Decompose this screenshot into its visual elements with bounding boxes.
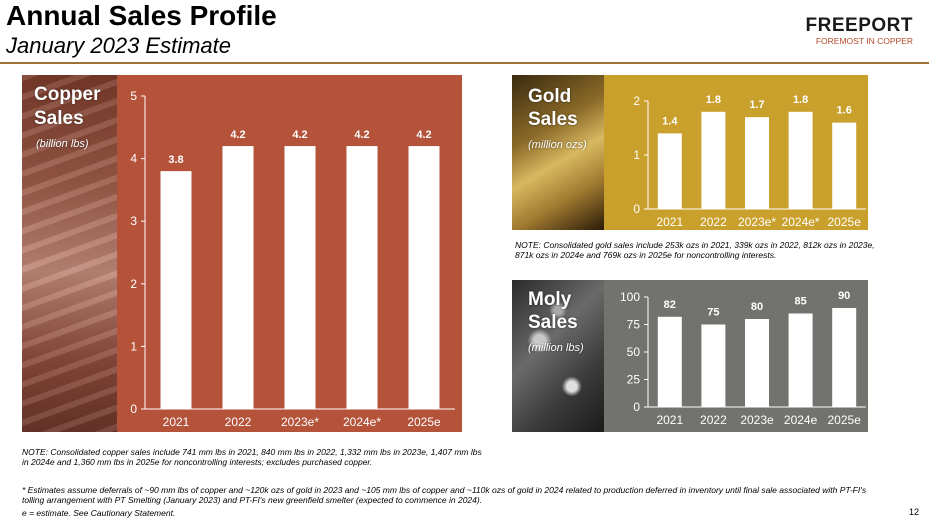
gold-sales-chart: 0 1 2 1.4 2021 1.8 2022 1.7 2023e* 1.8 2024e* 1.6 20… <box>633 94 866 229</box>
moly-bar <box>832 308 857 407</box>
moly-sales-chart: 0 25 50 75 100 82 2021 75 2022 80 2023e 85 2024e 90 20… <box>620 290 866 427</box>
gold-y-tick-label: 1 <box>633 148 640 162</box>
gold-category-label: 2021 <box>656 215 683 229</box>
moly-unit: (million lbs) <box>528 342 584 354</box>
gold-unit: (million ozs) <box>528 139 587 151</box>
moly-value-label: 80 <box>751 301 763 313</box>
gold-bar <box>701 111 726 209</box>
moly-category-label: 2025e <box>828 413 862 427</box>
gold-bar <box>832 122 857 209</box>
page-subtitle: January 2023 Estimate <box>6 33 232 58</box>
copper-y-tick-label: 5 <box>130 89 137 103</box>
header-divider <box>0 62 929 64</box>
moly-value-label: 85 <box>794 296 806 308</box>
copper-value-label: 4.2 <box>416 129 431 141</box>
moly-ore-photo <box>512 280 604 432</box>
copper-category-label: 2023e* <box>281 415 319 429</box>
gold-category-label: 2025e <box>828 215 862 229</box>
moly-value-label: 82 <box>664 299 676 311</box>
gold-y-tick-label: 2 <box>633 94 640 108</box>
copper-y-tick-label: 2 <box>130 277 137 291</box>
footnote-estimates: * Estimates assume deferrals of ~90 mm l… <box>22 485 867 505</box>
moly-category-label: 2022 <box>700 413 727 427</box>
gold-label-line1: Gold <box>528 86 572 107</box>
copper-y-tick-label: 0 <box>130 402 137 416</box>
moly-y-tick-label: 50 <box>627 345 641 359</box>
moly-value-label: 90 <box>838 290 850 302</box>
gold-note: NOTE: Consolidated gold sales include 25… <box>515 240 875 260</box>
copper-bar <box>222 146 254 409</box>
gold-bar <box>657 133 682 209</box>
gold-y-tick-label: 0 <box>633 202 640 216</box>
moly-y-tick-label: 0 <box>633 400 640 414</box>
gold-panel: Gold Sales (million ozs) 0 1 2 1.4 2021 1.8 20… <box>512 75 868 230</box>
copper-label-line2: Sales <box>34 108 84 129</box>
page-title: Annual Sales Profile <box>6 0 277 31</box>
moly-bar <box>657 316 682 407</box>
copper-value-label: 4.2 <box>230 129 245 141</box>
moly-category-label: 2024e <box>784 413 818 427</box>
gold-value-label: 1.8 <box>793 94 808 106</box>
copper-y-tick-label: 3 <box>130 214 137 228</box>
copper-value-label: 3.8 <box>168 154 183 166</box>
logo-name: FREEPORT <box>805 15 913 36</box>
copper-bar <box>160 171 192 409</box>
moly-panel: Moly Sales (million lbs) 0 25 50 75 100 82 202… <box>512 280 868 432</box>
moly-label-line2: Sales <box>528 312 578 333</box>
copper-category-label: 2021 <box>163 415 190 429</box>
copper-y-tick-label: 4 <box>130 152 137 166</box>
logo-tagline: FOREMOST IN COPPER <box>815 36 913 46</box>
moly-y-tick-label: 25 <box>627 373 641 387</box>
copper-bar <box>408 146 440 409</box>
copper-sales-chart: 0 1 2 3 4 5 3.8 2021 4.2 2022 4.2 2023e* 4.2 2024e* 4.… <box>130 89 455 429</box>
copper-bar <box>284 146 316 409</box>
gold-category-label: 2024e* <box>782 215 820 229</box>
copper-panel: Copper Sales (billion lbs) 0 1 2 3 4 5 3.8 2021… <box>22 75 462 432</box>
footnote-estimate-definition: e = estimate. See Cautionary Statement. <box>22 508 176 518</box>
gold-value-label: 1.8 <box>706 94 721 106</box>
moly-bar <box>701 324 726 407</box>
page-number: 12 <box>908 507 919 517</box>
gold-label-line2: Sales <box>528 109 578 130</box>
gold-value-label: 1.6 <box>837 105 852 117</box>
copper-bar <box>346 146 378 409</box>
copper-y-tick-label: 1 <box>130 339 137 353</box>
moly-category-label: 2021 <box>656 413 683 427</box>
moly-category-label: 2023e <box>740 413 774 427</box>
copper-label-line1: Copper <box>34 84 101 105</box>
copper-category-label: 2025e <box>407 415 441 429</box>
gold-category-label: 2023e* <box>738 215 776 229</box>
moly-value-label: 75 <box>707 307 719 319</box>
gold-bar <box>745 117 769 209</box>
gold-value-label: 1.7 <box>749 99 764 111</box>
company-logo: FREEPORT FOREMOST IN COPPER <box>805 15 913 47</box>
moly-bar <box>788 313 813 407</box>
copper-category-label: 2024e* <box>343 415 381 429</box>
moly-y-tick-label: 100 <box>620 290 640 304</box>
copper-cathode-photo <box>22 75 117 432</box>
gold-bar-photo <box>512 75 604 230</box>
copper-unit: (billion lbs) <box>36 138 89 150</box>
moly-label-line1: Moly <box>528 289 572 310</box>
gold-bar <box>788 111 813 209</box>
moly-y-tick-label: 75 <box>627 318 641 332</box>
copper-value-label: 4.2 <box>354 129 369 141</box>
moly-bar <box>745 319 769 407</box>
gold-value-label: 1.4 <box>662 115 678 127</box>
gold-category-label: 2022 <box>700 215 727 229</box>
copper-category-label: 2022 <box>225 415 252 429</box>
copper-note: NOTE: Consolidated copper sales include … <box>22 447 482 467</box>
copper-value-label: 4.2 <box>292 129 307 141</box>
